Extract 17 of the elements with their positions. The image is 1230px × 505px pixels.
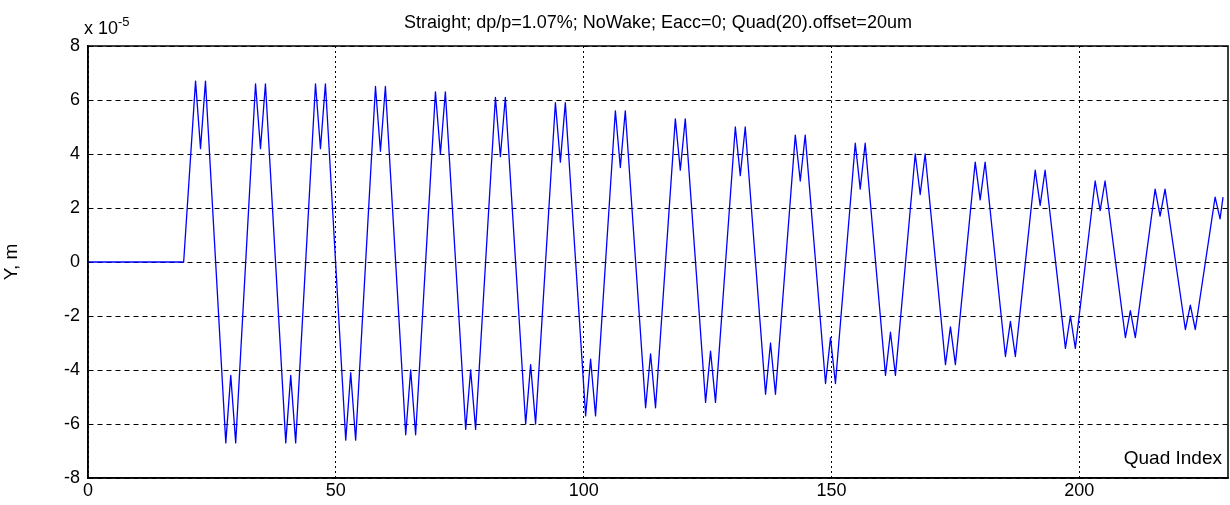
y-tick-label: 6 bbox=[69, 88, 80, 109]
x-tick-label: 100 bbox=[568, 479, 599, 500]
x-tick-label: 50 bbox=[325, 479, 346, 500]
x-tick-label: 200 bbox=[1064, 479, 1095, 500]
y-tick-label: -6 bbox=[63, 412, 80, 433]
y-tick-label: -8 bbox=[63, 466, 80, 487]
x-axis-title: Quad Index bbox=[1123, 447, 1223, 468]
y-tick-label: 0 bbox=[69, 250, 80, 271]
y-axis-title: Y, m bbox=[0, 243, 21, 281]
y-tick-label: 8 bbox=[69, 34, 80, 55]
y-tick-label: -4 bbox=[63, 358, 80, 379]
y-tick-label: 4 bbox=[69, 142, 80, 163]
y-tick-label: -2 bbox=[63, 304, 80, 325]
x-tick-label: 150 bbox=[816, 479, 847, 500]
y-tick-label: 2 bbox=[69, 196, 80, 217]
chart-title: Straight; dp/p=1.07%; NoWake; Eacc=0; Quad(20).offset=20um bbox=[404, 12, 912, 32]
x-tick-label: 0 bbox=[82, 479, 94, 500]
